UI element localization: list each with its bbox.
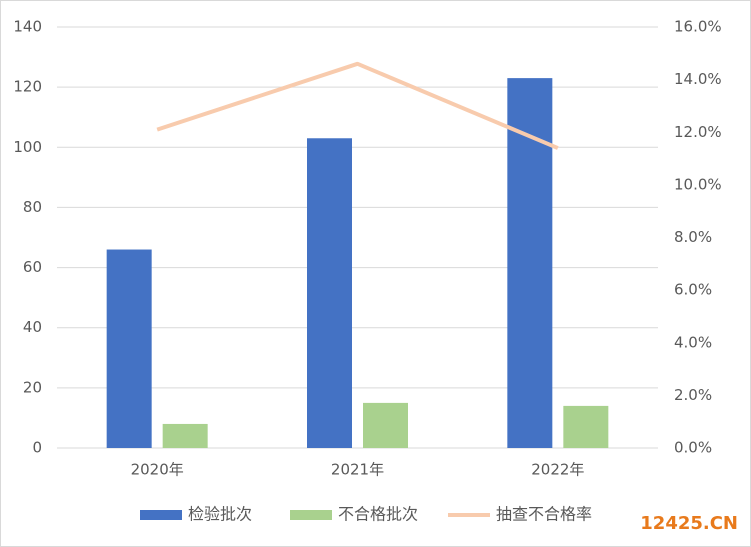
y2-tick-label: 0.0%	[674, 439, 712, 457]
y-tick-label: 0	[32, 439, 42, 457]
y-tick-label: 120	[13, 78, 42, 96]
legend-swatch	[140, 510, 182, 520]
x-tick-label: 2022年	[531, 461, 584, 479]
y2-tick-label: 8.0%	[674, 228, 712, 246]
y2-tick-label: 4.0%	[674, 333, 712, 351]
watermark: 12425.CN	[640, 513, 738, 534]
legend-swatch	[290, 510, 332, 520]
y-tick-label: 100	[13, 138, 42, 156]
y2-tick-label: 16.0%	[674, 18, 722, 36]
y2-tick-label: 10.0%	[674, 175, 722, 193]
bar	[307, 138, 352, 448]
y-tick-label: 40	[23, 318, 42, 336]
y2-tick-label: 6.0%	[674, 281, 712, 299]
y-tick-label: 60	[23, 258, 42, 276]
bar	[563, 405, 609, 448]
bar	[507, 78, 553, 448]
legend-label: 不合格批次	[338, 505, 418, 524]
y2-tick-label: 12.0%	[674, 123, 722, 141]
line	[156, 61, 559, 150]
y2-tick-label: 2.0%	[674, 386, 712, 404]
y-tick-label: 80	[23, 198, 42, 216]
y-tick-label: 140	[13, 18, 42, 36]
bar	[363, 402, 408, 448]
bar	[162, 423, 208, 448]
x-tick-label: 2021年	[331, 461, 384, 479]
y2-tick-label: 14.0%	[674, 70, 722, 88]
y-tick-label: 20	[23, 378, 42, 396]
bar	[106, 249, 152, 448]
x-tick-label: 2020年	[131, 461, 184, 479]
legend-label: 检验批次	[188, 505, 252, 524]
legend-label: 抽查不合格率	[496, 505, 592, 524]
